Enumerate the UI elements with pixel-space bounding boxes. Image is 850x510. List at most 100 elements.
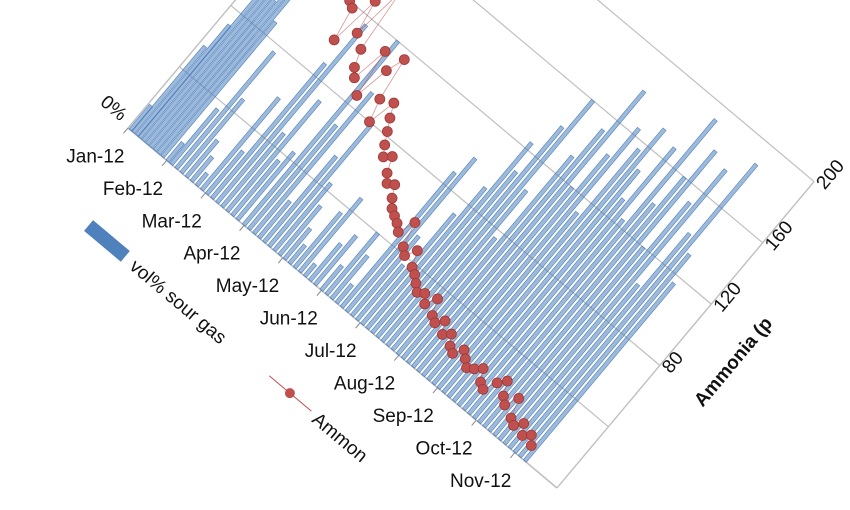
ammonia-point-47	[409, 269, 421, 280]
bar-sour-gas-22	[225, 99, 322, 213]
y-right-tick-label-2: 160	[761, 217, 797, 255]
month-tick-1	[161, 160, 168, 167]
ammonia-point-55	[439, 315, 451, 327]
ammonia-point-40	[391, 217, 403, 229]
ammonia-point-54	[429, 317, 441, 329]
y-left-tick-label-0: 0%	[96, 92, 131, 126]
bar-sour-gas-39	[313, 234, 359, 287]
ammonia-point-41	[392, 226, 404, 238]
bar-sour-gas-58	[410, 89, 647, 369]
ammonia-point-15	[328, 34, 340, 46]
sour-gas-bars	[128, 0, 759, 463]
bar-sour-gas-42	[329, 254, 370, 301]
bar-sour-gas-75	[497, 168, 728, 442]
ammonia-point-50	[419, 288, 431, 299]
bar-sour-gas-27	[251, 90, 375, 236]
legend-swatch-bar	[84, 220, 130, 262]
ammonia-point-70	[499, 399, 511, 411]
bar-sour-gas-53	[385, 98, 596, 348]
bar-sour-gas-18	[204, 149, 245, 196]
ammonia-point-23	[351, 90, 363, 101]
ammonia-point-63	[468, 363, 480, 375]
bar-sour-gas-45	[344, 156, 478, 314]
y-right-tick-label-1: 120	[710, 279, 746, 317]
bar-sour-gas-55	[395, 236, 498, 356]
bar-sour-gas-19	[209, 61, 328, 201]
x-tick-label-0: Jan-12	[66, 146, 124, 167]
ammonia-point-30	[381, 126, 393, 137]
ammonia-point-42	[409, 217, 421, 228]
ammonia-point-48	[410, 278, 422, 289]
ammonia-point-21	[348, 72, 360, 84]
ammonia-point-24	[380, 65, 392, 77]
bar-sour-gas-51	[375, 169, 519, 339]
x-tick-label-6: Jul-12	[305, 341, 357, 362]
ammonia-point-32	[377, 151, 389, 163]
month-tick-5	[316, 289, 322, 296]
bar-sour-gas-6	[148, 0, 277, 149]
ammonia-point-31	[379, 139, 391, 151]
legend-swatch-marker	[284, 388, 295, 399]
bar-sour-gas-7	[152, 0, 284, 153]
bar-sour-gas-4	[141, 0, 265, 143]
ammonia-point-76	[525, 429, 537, 441]
bar-sour-gas-25	[241, 39, 400, 227]
bar-sour-gas-14	[184, 138, 220, 179]
ammonia-point-14	[346, 2, 358, 14]
ammonia-point-33	[386, 151, 398, 162]
bar-sour-gas-34	[287, 243, 307, 266]
bar-sour-gas-49	[365, 185, 488, 331]
bar-sour-gas-70	[471, 202, 656, 420]
left-axis-line	[127, 0, 237, 129]
bar-sour-gas-54	[390, 188, 529, 352]
bar-sour-gas-3	[137, 0, 258, 140]
bar-sour-gas-80	[522, 281, 676, 463]
month-tick-0	[123, 127, 129, 134]
bar-sour-gas-26	[246, 123, 339, 232]
ammonia-point-66	[477, 383, 489, 395]
right-axis-title: Ammonia (p	[690, 313, 777, 411]
bar-sour-gas-11	[169, 107, 220, 166]
ammonia-point-61	[459, 353, 471, 365]
ammonia-point-37	[386, 192, 398, 204]
ammonia-point-52	[432, 293, 443, 305]
bar-sour-gas-36	[297, 196, 364, 274]
bar-sour-gas-13	[179, 97, 246, 175]
bar-sour-gas-65	[446, 168, 641, 399]
bar-sour-gas-77	[507, 231, 692, 450]
bar-sour-gas-64	[441, 127, 667, 395]
bar-sour-gas-62	[431, 210, 580, 386]
x-tick-label-10: Nov-12	[450, 471, 511, 492]
bar-sour-gas-63	[436, 147, 641, 391]
bar-sour-gas-16	[194, 171, 209, 188]
ammonia-point-67	[491, 377, 503, 389]
y-left-tick-label-1: 20%	[191, 0, 234, 3]
y-right-tick-label-3: 200	[813, 156, 849, 194]
ammonia-point-43	[397, 241, 409, 253]
bar-sour-gas-28	[257, 199, 292, 240]
ammonia-point-29	[384, 112, 396, 124]
gridline-5	[596, 0, 815, 183]
bar-sour-gas-33	[282, 226, 313, 261]
ammonia-series	[328, 0, 537, 451]
bar-sour-gas-79	[517, 252, 692, 459]
ammonia-point-36	[389, 179, 401, 191]
ammonia-point-44	[399, 250, 410, 262]
x-tick-label-9: Oct-12	[416, 438, 473, 459]
legend-label-sour-gas: vol% sour gas	[125, 256, 230, 349]
bar-sour-gas-32	[277, 204, 323, 257]
ammonia-point-74	[518, 418, 530, 429]
bar-sour-gas-37	[302, 262, 318, 279]
bar-sour-gas-20	[215, 23, 369, 205]
bar-sour-gas-24	[235, 150, 296, 222]
bar-sour-gas-43	[334, 282, 354, 305]
ammonia-point-27	[364, 116, 375, 128]
bar-sour-gas-68	[461, 218, 626, 412]
ammonia-point-19	[355, 43, 367, 55]
bar-sour-gas-76	[502, 282, 641, 446]
bar-sour-gas-61	[426, 126, 641, 382]
bar-sour-gas-71	[477, 175, 687, 425]
bar-sour-gas-72	[482, 149, 718, 429]
month-tick-3	[239, 225, 245, 232]
bar-sour-gas-69	[466, 118, 718, 416]
